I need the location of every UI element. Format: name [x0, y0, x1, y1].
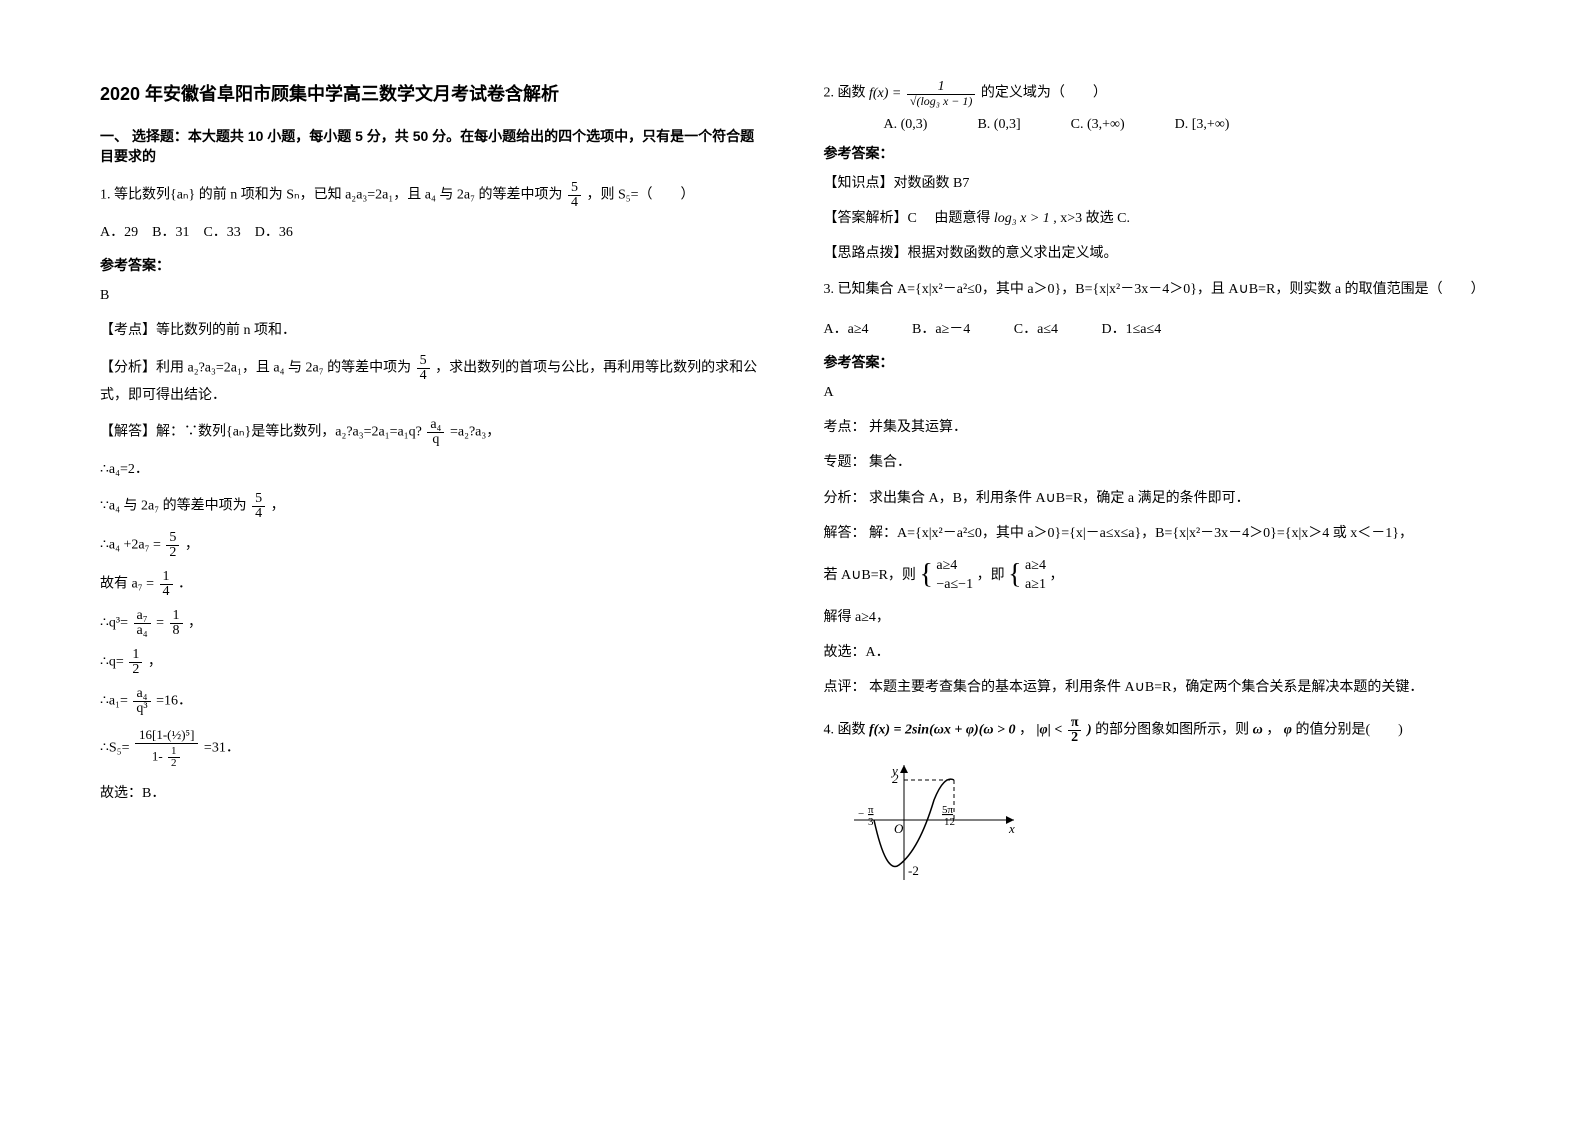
q1-fenxi: 【分析】利用 a₂?a₃=2a₁，且 a₄ 与 2a₇ 的等差中项为 5 4 ，…	[100, 354, 764, 408]
frac-5-4-c: 5 4	[252, 492, 265, 521]
q2-optB: B. (0,3]	[977, 117, 1020, 133]
frac-a7-a4: a₇ a₄	[134, 609, 151, 638]
q1-jieda1: 【解答】解：∵数列{aₙ}是等比数列，a₂?a₃=2a₁=a₁q? a₄ q =…	[100, 418, 764, 447]
q3-fenxi: 分析： 求出集合 A，B，利用条件 A∪B=R，确定 a 满足的条件即可．	[824, 486, 1488, 511]
svg-text:3: 3	[868, 816, 874, 828]
brace-icon: {	[919, 561, 932, 589]
q1-dengcha: ∵a₄ 与 2a₇ 的等差中项为 5 4 ，	[100, 492, 764, 521]
svg-text:y: y	[890, 763, 898, 778]
q4-sine-diagram: 2 x y O -2 − π 3 5π 12	[844, 755, 1488, 890]
svg-text:π: π	[868, 804, 874, 816]
frac-1-4: 1 4	[160, 570, 173, 599]
q3-jieda4: 故选：A．	[824, 640, 1488, 665]
q3-jieda2: 若 A∪B=R，则 { a≥4 −a≤−1 ，即 { a≥4 a≥1 ，	[824, 556, 1488, 595]
q3-optB: B．a≥－4	[912, 322, 970, 337]
system-2: a≥4 a≥1	[1025, 556, 1046, 595]
system-1: a≥4 −a≤−1	[936, 556, 973, 595]
q1-stem-b: ，则 S₅=（ ）	[586, 188, 694, 203]
q2-sltb: 【思路点拨】根据对数函数的意义求出定义域。	[824, 241, 1488, 266]
q1-a4-2: ∴a₄=2．	[100, 457, 764, 482]
frac-5-2: 5 2	[166, 531, 179, 560]
frac-inner-1-2: 1 2	[168, 746, 180, 769]
frac-1-2: 1 2	[129, 648, 142, 677]
frac-pi-2: π 2	[1068, 716, 1082, 745]
svg-text:x: x	[1008, 821, 1015, 836]
q3-optC: C．a≤4	[1014, 322, 1058, 337]
frac-5-4-b: 5 4	[417, 354, 430, 383]
svg-text:5π: 5π	[942, 804, 954, 816]
q3-optD: D．1≤a≤4	[1102, 322, 1162, 337]
frac-a4-q3: a₄ q³	[133, 687, 150, 716]
svg-text:-2: -2	[908, 863, 919, 878]
q2-optD: D. [3,+∞)	[1175, 117, 1230, 133]
q1-stem-a: 1. 等比数列{aₙ} 的前 n 项和为 Sₙ，已知 a₂a₃=2a₁，且 a₄…	[100, 188, 562, 203]
q1-s5: ∴S₅= 16[1-(½)⁵] 1- 1 2 =31．	[100, 726, 764, 771]
q1-gu: 故选：B．	[100, 781, 764, 806]
q1-a7: 故有 a₇ = 1 4 ．	[100, 570, 764, 599]
frac-a4-q: a₄ q	[427, 418, 444, 447]
section-subtitle: 一、 选择题：本大题共 10 小题，每小题 5 分，共 50 分。在每小题给出的…	[100, 126, 764, 166]
q3-jieda3: 解得 a≥4，	[824, 605, 1488, 630]
q1-kaodian: 【考点】等比数列的前 n 项和．	[100, 318, 764, 343]
q3-jieda1: 解答： 解：A={x|x²－a²≤0，其中 a＞0}={x|－a≤x≤a}，B=…	[824, 521, 1488, 546]
q3-answer: A	[824, 380, 1488, 405]
right-column: 2. 函数 f(x) = 1 √(log₃ x − 1) 的定义域为（ ） A.…	[824, 80, 1488, 890]
sine-graph-icon: 2 x y O -2 − π 3 5π 12	[844, 755, 1024, 885]
q2-jiexi: 【答案解析】C 由题意得 log₃ x > 1 , x>3 故选 C.	[824, 206, 1488, 231]
q1-answer: B	[100, 283, 764, 308]
q2-optC: C. (3,+∞)	[1071, 117, 1125, 133]
q1-stem: 1. 等比数列{aₙ} 的前 n 项和为 Sₙ，已知 a₂a₃=2a₁，且 a₄…	[100, 181, 764, 210]
q3-zhuanti: 专题： 集合．	[824, 450, 1488, 475]
q3-kaodian: 考点： 并集及其运算．	[824, 415, 1488, 440]
q2-options: A. (0,3) B. (0,3] C. (3,+∞) D. [3,+∞)	[884, 117, 1488, 133]
frac-s5: 16[1-(½)⁵] 1- 1 2	[135, 726, 198, 771]
q2-answer-label: 参考答案：	[824, 143, 1488, 163]
q1-a1: ∴a₁= a₄ q³ =16．	[100, 687, 764, 716]
q2-optA: A. (0,3)	[884, 117, 928, 133]
q3-optA: A．a≥4	[824, 322, 869, 337]
q4-stem: 4. 函数 f(x) = 2sin(ωx + φ)(ω > 0 ， |φ| < …	[824, 716, 1488, 745]
q2-stem: 2. 函数 f(x) = 1 √(log₃ x − 1) 的定义域为（ ）	[824, 80, 1488, 107]
q4-fx: f(x) = 2sin(ωx + φ)(ω > 0	[869, 722, 1015, 737]
frac-5-4: 5 4	[568, 181, 581, 210]
q1-a4-2a7: ∴a₄ +2a₇ = 5 2 ，	[100, 531, 764, 560]
frac-1-8: 1 8	[170, 609, 183, 638]
frac-fx: 1 √(log₃ x − 1)	[907, 80, 976, 107]
q2-zhishidian: 【知识点】对数函数 B7	[824, 171, 1488, 196]
page-title: 2020 年安徽省阜阳市顾集中学高三数学文月考试卷含解析	[100, 80, 764, 106]
q3-answer-label: 参考答案：	[824, 352, 1488, 372]
q1-q3: ∴q³= a₇ a₄ = 1 8 ，	[100, 609, 764, 638]
q3-stem: 3. 已知集合 A={x|x²－a²≤0，其中 a＞0}，B={x|x²－3x－…	[824, 277, 1488, 302]
q1-answer-label: 参考答案：	[100, 255, 764, 275]
q3-options: A．a≥4 B．a≥－4 C．a≤4 D．1≤a≤4	[824, 317, 1488, 342]
q1-q: ∴q= 1 2 ，	[100, 648, 764, 677]
svg-text:O: O	[894, 821, 904, 836]
fx-expr: f(x) = 1 √(log₃ x − 1)	[869, 86, 981, 101]
q1-options: A．29 B．31 C．33 D．36	[100, 220, 764, 245]
q3-dianping: 点评： 本题主要考查集合的基本运算，利用条件 A∪B=R，确定两个集合关系是解决…	[824, 675, 1488, 700]
svg-text:12: 12	[944, 816, 955, 828]
left-column: 2020 年安徽省阜阳市顾集中学高三数学文月考试卷含解析 一、 选择题：本大题共…	[100, 80, 764, 890]
brace-icon: {	[1008, 561, 1021, 589]
svg-text:−: −	[858, 808, 864, 820]
